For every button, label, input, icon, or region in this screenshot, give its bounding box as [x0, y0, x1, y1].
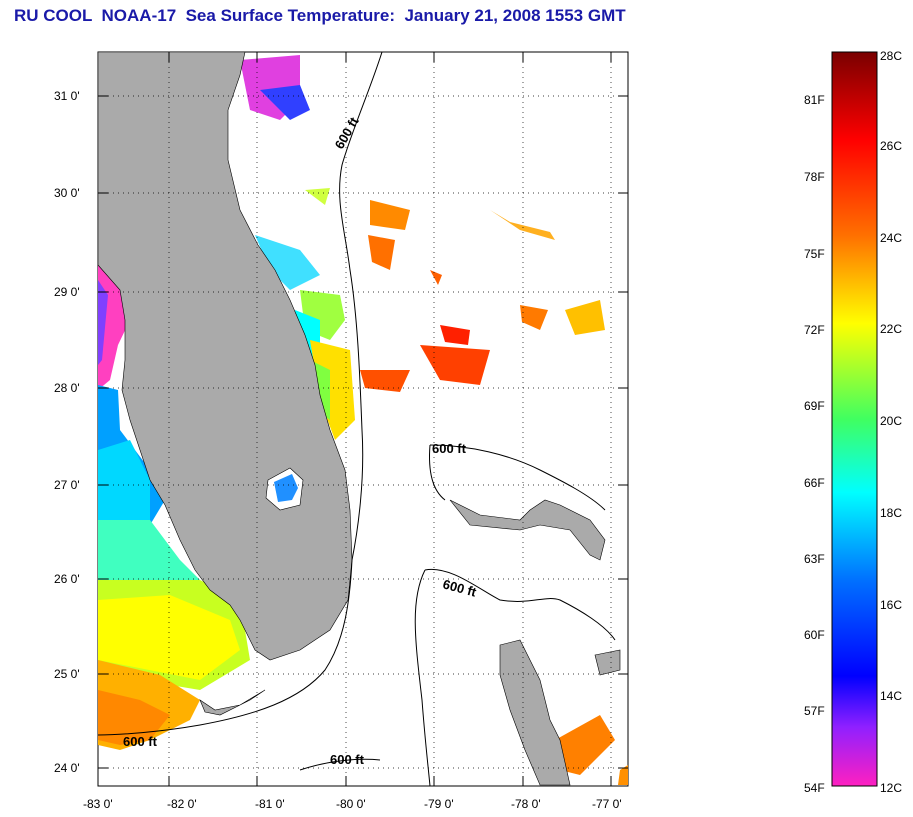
- contour-label: 600 ft: [330, 752, 365, 767]
- lat-label: 30 0': [54, 186, 80, 200]
- contour-label: 600 ft: [123, 734, 158, 749]
- colorbar-f-labels: 81F 78F 75F 72F 69F 66F 63F 60F 57F 54F: [804, 93, 825, 795]
- map-title: RU COOL NOAA-17 Sea Surface Temperature:…: [14, 6, 626, 25]
- axis-ticks: [98, 52, 628, 786]
- colorbar-f-label: 66F: [804, 476, 825, 490]
- colorbar-f-label: 57F: [804, 704, 825, 718]
- florida-keys: [199, 689, 266, 716]
- grand-bahama: [449, 499, 606, 561]
- lon-label: -80 0': [336, 797, 366, 811]
- colorbar-c-label: 16C: [880, 598, 902, 612]
- colorbar-c-label: 22C: [880, 322, 902, 336]
- lon-label: -82 0': [167, 797, 197, 811]
- colorbar-c-label: 18C: [880, 506, 902, 520]
- lat-label: 27 0': [54, 478, 80, 492]
- colorbar-c-label: 26C: [880, 139, 902, 153]
- lat-label: 29 0': [54, 285, 80, 299]
- sst-patches: [98, 55, 628, 785]
- colorbar-c-label: 12C: [880, 781, 902, 795]
- colorbar-f-label: 72F: [804, 323, 825, 337]
- contour-label: 600 ft: [432, 441, 467, 456]
- colorbar-c-labels: 28C 26C 24C 22C 20C 18C 16C 14C 12C: [880, 49, 902, 795]
- colorbar-f-label: 81F: [804, 93, 825, 107]
- colorbar-f-label: 54F: [804, 781, 825, 795]
- colorbar: [831, 51, 878, 787]
- lon-label: -83 0': [83, 797, 113, 811]
- colorbar-f-label: 75F: [804, 247, 825, 261]
- colorbar-c-label: 20C: [880, 414, 902, 428]
- lat-label: 25 0': [54, 667, 80, 681]
- lat-label: 31 0': [54, 89, 80, 103]
- lon-labels: -83 0' -82 0' -81 0' -80 0' -79 0' -78 0…: [83, 797, 622, 811]
- depth-contours: [98, 52, 616, 786]
- colorbar-c-label: 14C: [880, 689, 902, 703]
- colorbar-f-label: 63F: [804, 552, 825, 566]
- colorbar-f-label: 69F: [804, 399, 825, 413]
- map-grid: [98, 52, 628, 786]
- lon-label: -77 0': [592, 797, 622, 811]
- lon-label: -81 0': [255, 797, 285, 811]
- colorbar-f-label: 60F: [804, 628, 825, 642]
- colorbar-c-label: 24C: [880, 231, 902, 245]
- bahama-islet: [594, 649, 621, 676]
- lake-sst: [274, 474, 298, 502]
- andros-island: [499, 639, 571, 786]
- lat-label: 28 0': [54, 381, 80, 395]
- colorbar-f-label: 78F: [804, 170, 825, 184]
- lat-labels: 31 0' 30 0' 29 0' 28 0' 27 0' 26 0' 25 0…: [54, 89, 80, 775]
- lat-label: 24 0': [54, 761, 80, 775]
- lon-label: -78 0': [511, 797, 541, 811]
- lat-label: 26 0': [54, 572, 80, 586]
- colorbar-c-label: 28C: [880, 49, 902, 63]
- lon-label: -79 0': [424, 797, 454, 811]
